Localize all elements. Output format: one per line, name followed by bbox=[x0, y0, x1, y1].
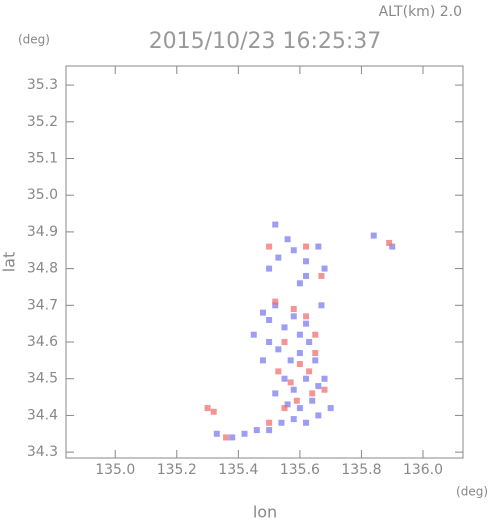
data-cell bbox=[266, 316, 273, 323]
data-cell bbox=[259, 309, 266, 316]
data-cell bbox=[275, 346, 282, 353]
data-cell bbox=[309, 390, 316, 397]
data-cell bbox=[229, 434, 236, 441]
data-cell bbox=[318, 302, 325, 309]
data-cell bbox=[275, 254, 282, 261]
x-tick-label: 135.8 bbox=[341, 462, 381, 478]
data-cell bbox=[287, 379, 294, 386]
x-label: lon bbox=[253, 503, 277, 521]
data-cell bbox=[290, 416, 297, 423]
data-cell bbox=[315, 383, 322, 390]
data-cell bbox=[303, 375, 310, 382]
data-cell bbox=[303, 258, 310, 265]
data-cell bbox=[253, 427, 260, 434]
data-cell bbox=[281, 405, 288, 412]
data-cell bbox=[321, 265, 328, 272]
data-cell bbox=[327, 405, 334, 412]
data-cell bbox=[281, 339, 288, 346]
data-cell bbox=[266, 427, 273, 434]
data-cell bbox=[290, 247, 297, 254]
data-cell bbox=[290, 313, 297, 320]
y-tick-label: 34.6 bbox=[27, 334, 58, 350]
y-tick-label: 35.1 bbox=[27, 150, 58, 166]
data-cell bbox=[284, 401, 291, 408]
data-cell bbox=[296, 361, 303, 368]
data-cell bbox=[287, 357, 294, 364]
data-cell bbox=[296, 350, 303, 357]
data-cell bbox=[386, 239, 393, 246]
data-cell bbox=[312, 331, 319, 338]
data-cell bbox=[296, 331, 303, 338]
data-cell bbox=[241, 430, 248, 437]
data-cell bbox=[306, 368, 313, 375]
data-cell bbox=[303, 243, 310, 250]
data-cell bbox=[370, 232, 377, 239]
data-cell bbox=[306, 339, 313, 346]
data-cell bbox=[272, 390, 279, 397]
data-cell bbox=[321, 386, 328, 393]
y-tick-label: 35.2 bbox=[27, 114, 58, 130]
data-cell bbox=[223, 434, 230, 441]
y-unit: (deg) bbox=[18, 33, 50, 47]
chart-title: 2015/10/23 16:25:37 bbox=[149, 29, 382, 54]
data-cell bbox=[266, 265, 273, 272]
data-cell bbox=[312, 357, 319, 364]
data-cell bbox=[318, 272, 325, 279]
y-tick-label: 34.9 bbox=[27, 224, 58, 240]
data-cell bbox=[309, 397, 316, 404]
data-cell bbox=[296, 280, 303, 287]
data-cell bbox=[272, 298, 279, 305]
data-cell bbox=[303, 313, 310, 320]
data-cell bbox=[303, 419, 310, 426]
data-cell bbox=[281, 324, 288, 331]
plot-frame bbox=[65, 65, 464, 459]
data-cell bbox=[213, 430, 220, 437]
annotation: ALT(km) 2.0 bbox=[379, 4, 462, 20]
data-cell bbox=[272, 302, 279, 309]
data-cell bbox=[204, 405, 211, 412]
data-cell bbox=[293, 397, 300, 404]
data-cell bbox=[315, 243, 322, 250]
data-cell bbox=[266, 419, 273, 426]
data-cell bbox=[250, 331, 257, 338]
x-unit: (deg) bbox=[456, 485, 488, 499]
y-tick-label: 35.3 bbox=[27, 77, 58, 93]
data-cell bbox=[389, 243, 396, 250]
data-cell bbox=[290, 305, 297, 312]
x-tick-label: 135.6 bbox=[280, 462, 320, 478]
data-cell bbox=[259, 357, 266, 364]
y-tick-label: 35.0 bbox=[27, 187, 58, 203]
data-cell bbox=[284, 236, 291, 243]
data-cell bbox=[266, 243, 273, 250]
data-cell bbox=[275, 368, 282, 375]
data-cell bbox=[210, 408, 217, 415]
data-cell bbox=[321, 375, 328, 382]
data-cell bbox=[315, 412, 322, 419]
y-tick-label: 34.5 bbox=[27, 371, 58, 387]
data-cell bbox=[278, 419, 285, 426]
data-cell bbox=[281, 375, 288, 382]
y-tick-label: 34.4 bbox=[27, 407, 58, 423]
data-cell bbox=[266, 339, 273, 346]
y-tick-label: 34.3 bbox=[27, 444, 58, 460]
x-tick-label: 135.4 bbox=[218, 462, 258, 478]
x-tick-label: 136.0 bbox=[403, 462, 443, 478]
y-tick-label: 34.7 bbox=[27, 297, 58, 313]
data-cell bbox=[296, 405, 303, 412]
data-cell bbox=[303, 272, 310, 279]
data-cell bbox=[290, 386, 297, 393]
y-label: lat bbox=[0, 252, 19, 273]
data-cell bbox=[312, 350, 319, 357]
data-cell bbox=[303, 320, 310, 327]
y-tick-label: 34.8 bbox=[27, 261, 58, 277]
data-cell bbox=[272, 221, 279, 228]
x-tick-label: 135.0 bbox=[95, 462, 135, 478]
x-tick-label: 135.2 bbox=[157, 462, 197, 478]
